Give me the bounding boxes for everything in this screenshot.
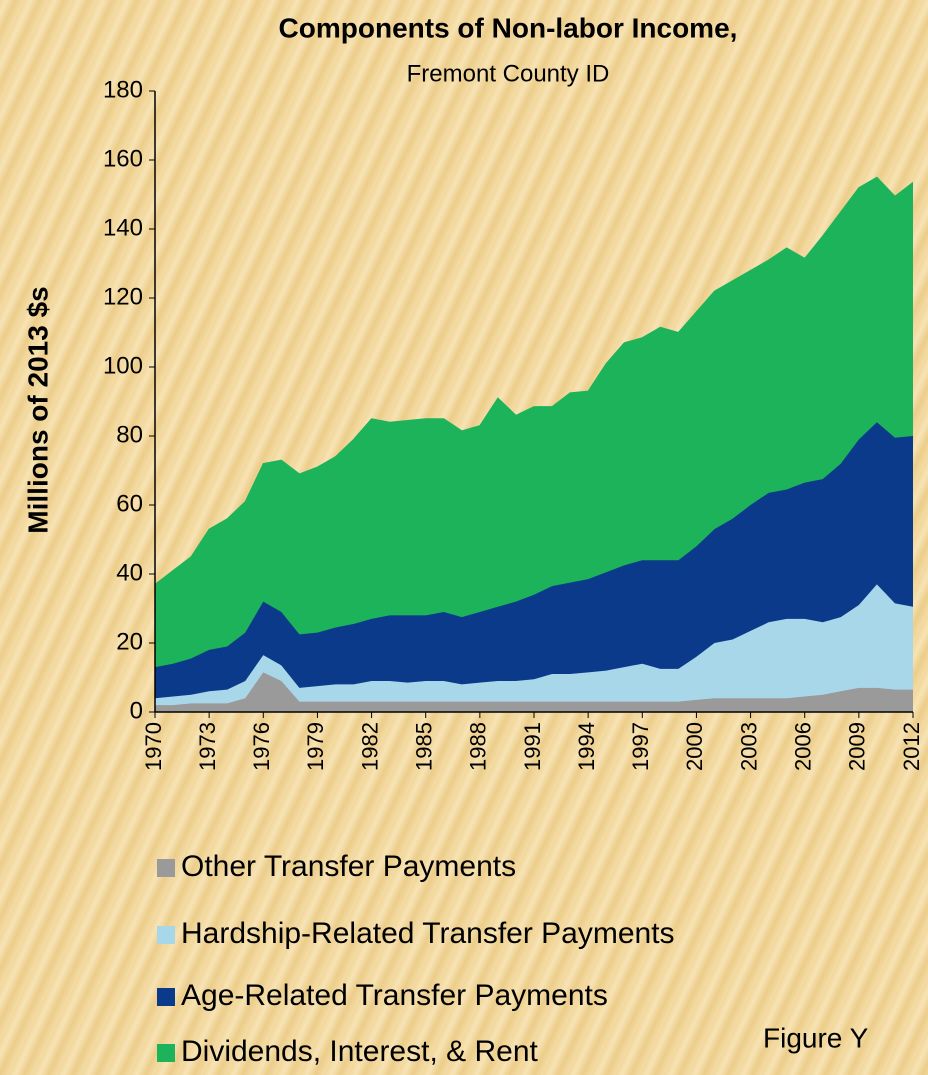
x-tick-label: 1979 <box>303 722 328 771</box>
y-axis-label: Millions of 2013 $s <box>22 286 53 533</box>
x-tick-label: 2006 <box>791 722 816 771</box>
y-tick-label: 20 <box>116 628 143 655</box>
y-tick-label: 140 <box>103 214 143 241</box>
x-tick-label: 1985 <box>412 722 437 771</box>
x-tick-label: 1976 <box>249 722 274 771</box>
y-tick-label: 0 <box>130 697 143 724</box>
area-fill <box>155 177 913 668</box>
x-tick-label: 2003 <box>736 722 761 771</box>
legend-swatch <box>157 988 175 1006</box>
legend-swatch <box>157 926 175 944</box>
x-tick-label: 1973 <box>195 722 220 771</box>
y-tick-label: 100 <box>103 352 143 379</box>
y-tick-label: 80 <box>116 421 143 448</box>
y-tick-label: 180 <box>103 76 143 103</box>
legend-swatch <box>157 859 175 877</box>
legend-label: Hardship-Related Transfer Payments <box>181 917 675 950</box>
x-tick-label: 1991 <box>520 722 545 771</box>
area-edge <box>154 176 914 585</box>
x-tick-label: 2009 <box>845 722 870 771</box>
y-tick-label: 40 <box>116 559 143 586</box>
legend-label: Other Transfer Payments <box>181 850 516 883</box>
y-tick-label: 60 <box>116 490 143 517</box>
legend-label: Dividends, Interest, & Rent <box>181 1035 539 1068</box>
x-tick-label: 1994 <box>574 722 599 771</box>
x-tick-label: 2000 <box>682 722 707 771</box>
x-tick-label: 1997 <box>628 722 653 771</box>
annotation: Figure Y <box>763 1022 869 1053</box>
x-tick-label: 1988 <box>466 722 491 771</box>
chart-subtitle: Fremont County ID <box>407 60 610 87</box>
y-tick-label: 160 <box>103 145 143 172</box>
chart-title: Components of Non-labor Income, <box>279 12 738 43</box>
legend-swatch <box>157 1044 175 1062</box>
area-fill <box>155 584 913 706</box>
x-tick-label: 2012 <box>899 722 924 771</box>
x-tick-label: 1982 <box>357 722 382 771</box>
area-fill <box>155 422 913 699</box>
y-tick-label: 120 <box>103 283 143 310</box>
legend-label: Age-Related Transfer Payments <box>181 979 608 1012</box>
x-tick-label: 1970 <box>141 722 166 771</box>
